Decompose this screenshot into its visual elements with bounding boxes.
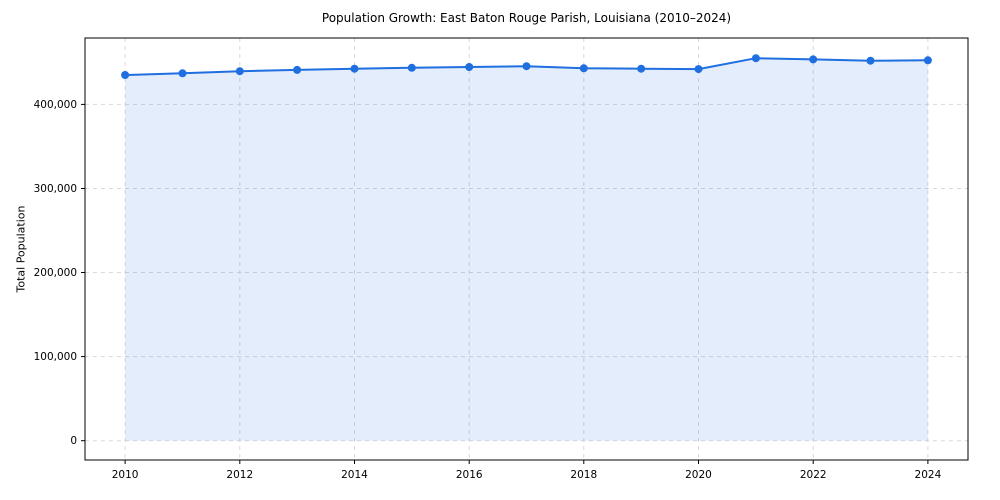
data-point (350, 64, 359, 73)
area-fill (125, 58, 928, 441)
x-tick-label: 2012 (226, 469, 253, 481)
plot-background (85, 38, 968, 460)
chart-title: Population Growth: East Baton Rouge Pari… (321, 11, 732, 25)
data-point (637, 64, 646, 73)
x-tick-label: 2020 (685, 469, 712, 481)
y-tick-label: 200,000 (34, 267, 77, 279)
x-tick-label: 2014 (341, 469, 368, 481)
data-point (923, 56, 932, 65)
data-point (579, 64, 588, 73)
y-tick-label: 100,000 (34, 351, 77, 363)
data-point (465, 63, 474, 71)
data-point (235, 67, 244, 76)
x-tick-label: 2010 (112, 469, 139, 481)
x-tick-label: 2016 (456, 469, 483, 481)
data-point (407, 63, 416, 72)
data-point (694, 65, 703, 74)
data-point (121, 71, 130, 79)
x-tick-label: 2018 (570, 469, 597, 481)
x-tick-label: 2022 (800, 469, 827, 481)
data-point (522, 62, 531, 71)
data-point (809, 55, 818, 64)
y-tick-label: 300,000 (34, 183, 77, 195)
data-point (866, 56, 875, 65)
data-point (293, 65, 302, 74)
x-tick-label: 2024 (915, 469, 942, 481)
y-tick-label: 0 (70, 435, 77, 447)
data-point (178, 69, 187, 78)
data-point (751, 54, 760, 63)
y-tick-label: 400,000 (34, 99, 77, 111)
axes-frame (84, 37, 969, 461)
